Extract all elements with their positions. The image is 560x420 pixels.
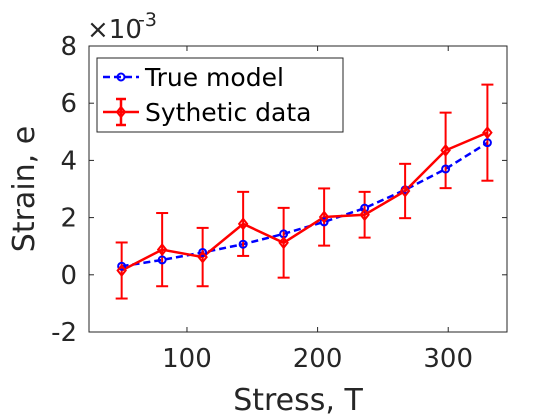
- y-tick-label: 2: [60, 204, 77, 234]
- y-tick-label: 4: [60, 146, 77, 176]
- point-synthetic-data: [237, 217, 249, 231]
- point-synthetic-data: [440, 143, 451, 157]
- point-synthetic-data: [116, 263, 127, 278]
- point-synthetic-data: [359, 208, 370, 222]
- x-tick-label: 300: [423, 344, 473, 374]
- point-true-model: [319, 217, 329, 227]
- point-true-model: [441, 164, 451, 174]
- legend: True model Sythetic data: [96, 57, 344, 133]
- y-tick-label: 6: [60, 89, 77, 119]
- point-synthetic-data: [156, 243, 168, 257]
- point-true-model: [198, 247, 208, 257]
- y-tick-label: -2: [51, 318, 77, 348]
- point-synthetic-data: [482, 126, 493, 140]
- point-true-model: [157, 255, 167, 265]
- legend-label-synthetic-data: Sythetic data: [145, 98, 311, 127]
- y-tick-label: 8: [60, 32, 77, 62]
- y-axis-label: Strain, e: [7, 126, 42, 252]
- point-synthetic-data: [318, 210, 330, 224]
- x-axis-label: Stress, T: [233, 383, 363, 418]
- legend-box: [96, 57, 344, 133]
- plot-data-layer: [115, 83, 494, 300]
- y-exponent-multiplier: ×10: [87, 15, 142, 45]
- legend-label-true-model: True model: [144, 63, 284, 92]
- y-tick-label: 0: [60, 261, 77, 291]
- point-synthetic-data: [399, 184, 411, 198]
- series-line-true-model: [121, 141, 489, 268]
- x-tick-label: 100: [162, 344, 212, 374]
- point-true-model: [360, 203, 370, 213]
- point-synthetic-data: [197, 250, 208, 264]
- x-tick-label: 200: [293, 344, 343, 374]
- point-synthetic-data: [278, 236, 289, 250]
- axes-box: [88, 45, 508, 333]
- series-line-synthetic-data: [121, 131, 488, 272]
- legend-marker-synthetic-data: [115, 105, 127, 119]
- point-true-model: [117, 261, 127, 271]
- y-exponent-power: -3: [138, 9, 157, 31]
- axis-ticks: 100 200 300 -2 0 2 4 6 8: [51, 32, 507, 374]
- legend-marker-true-model: [116, 72, 126, 82]
- point-true-model: [238, 239, 248, 249]
